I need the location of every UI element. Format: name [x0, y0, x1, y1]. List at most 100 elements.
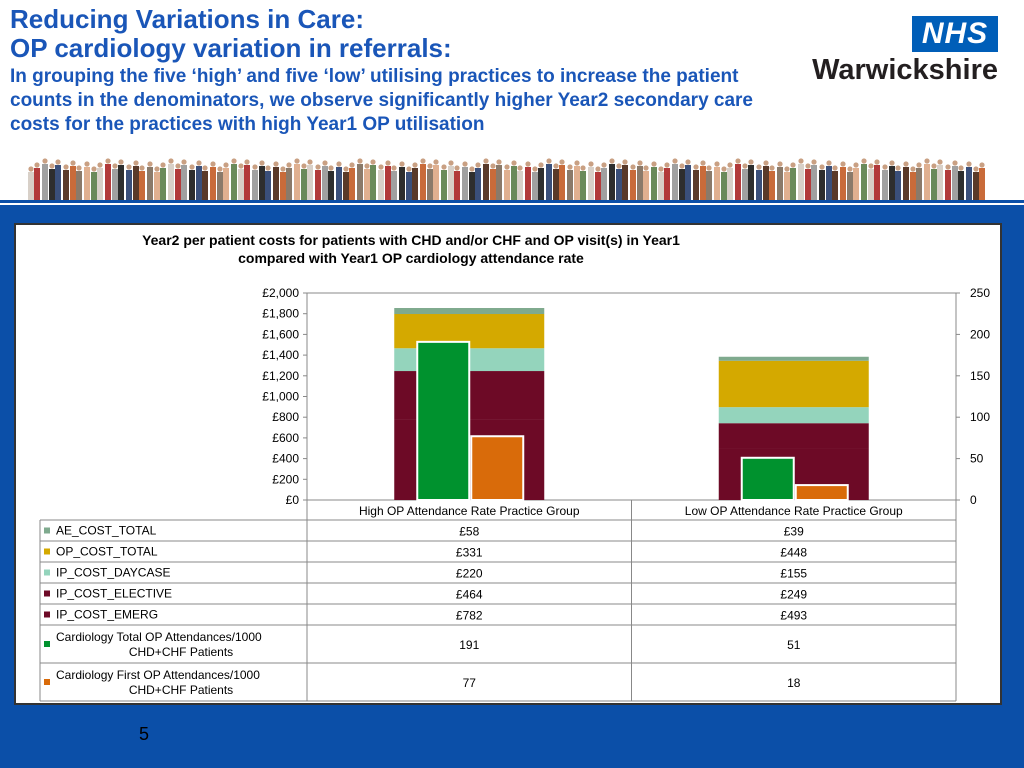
crowd-figure: [664, 162, 670, 200]
crowd-figure: [769, 165, 775, 200]
legend-key: [44, 527, 50, 534]
left-axis-tick-label: £1,800: [262, 307, 299, 321]
crowd-figure: [34, 162, 40, 200]
crowd-figure: [721, 166, 727, 200]
crowd-figure: [511, 160, 517, 200]
table-row-label: CHD+CHF Patients: [129, 645, 233, 659]
crowd-figure: [406, 166, 412, 200]
crowd-figure: [735, 158, 741, 200]
table-row-label: Cardiology First OP Attendances/1000: [56, 668, 260, 682]
crowd-figure: [889, 160, 895, 200]
right-axis-tick-label: 50: [970, 452, 984, 466]
crowd-figure: [805, 163, 811, 200]
left-axis-tick-label: £0: [286, 493, 300, 507]
crowd-figure: [196, 160, 202, 200]
table-row-label: AE_COST_TOTAL: [56, 524, 157, 538]
right-axis-tick-label: 250: [970, 286, 990, 300]
table-row-label: Cardiology Total OP Attendances/1000: [56, 630, 262, 644]
left-axis-tick-label: £2,000: [262, 286, 299, 300]
crowd-figure: [748, 159, 754, 200]
crowd-figure: [945, 164, 951, 200]
legend-key: [44, 548, 50, 555]
left-axis-tick-label: £1,400: [262, 348, 299, 362]
crowd-figure: [328, 165, 334, 200]
crowd-figure: [28, 166, 34, 200]
crowd-figure: [280, 166, 286, 200]
crowd-figure: [181, 159, 187, 200]
category-label: High OP Attendance Rate Practice Group: [359, 504, 580, 518]
table-row-label: IP_COST_ELECTIVE: [56, 587, 172, 601]
table-cell: 77: [463, 676, 477, 690]
crowd-figure: [685, 159, 691, 200]
crowd-figure: [154, 166, 160, 200]
slide-title: Reducing Variations in Care: OP cardiolo…: [10, 6, 800, 137]
stacked-bar-ae-cost-total: [718, 356, 869, 361]
left-axis-tick-label: £200: [272, 472, 299, 486]
crowd-figure: [601, 162, 607, 200]
crowd-figure: [811, 159, 817, 200]
slide-subtitle: In grouping the five ‘high’ and five ‘lo…: [10, 66, 754, 135]
table-row-label: IP_COST_EMERG: [56, 608, 158, 622]
crowd-figure: [448, 160, 454, 200]
crowd-figure: [189, 164, 195, 200]
crowd-figure: [126, 164, 132, 200]
crowd-figure: [84, 161, 90, 200]
title-line-2: OP cardiology variation in referrals:: [10, 33, 452, 63]
crowd-figure: [847, 166, 853, 200]
org-name: Warwickshire: [812, 54, 998, 86]
left-axis-tick-label: £1,000: [262, 390, 299, 404]
table-cell: £448: [780, 546, 807, 560]
crowd-figure: [475, 162, 481, 200]
crowd-figure: [378, 164, 384, 200]
crowd-figure: [861, 158, 867, 200]
crowd-figure: [427, 163, 433, 200]
crowd-figure: [273, 161, 279, 200]
crowd-figure: [874, 159, 880, 200]
crowd-figure: [63, 164, 69, 200]
crowd-figure: [798, 158, 804, 200]
crowd-figure: [595, 166, 601, 200]
crowd-figure: [910, 166, 916, 200]
crowd-banner-image: [28, 158, 985, 200]
crowd-figure: [349, 162, 355, 200]
chart-title-line-2: compared with Year1 OP cardiology attend…: [238, 250, 584, 266]
crowd-figure: [357, 158, 363, 200]
crowd-figure: [42, 158, 48, 200]
stacked-bar-ip-cost-elective: [718, 423, 869, 449]
crowd-figure: [244, 159, 250, 200]
crowd-figure: [139, 165, 145, 200]
crowd-figure: [609, 158, 615, 200]
crowd-figure: [559, 159, 565, 200]
crowd-figure: [567, 164, 573, 200]
crowd-figure: [412, 162, 418, 200]
crowd-figure: [714, 161, 720, 200]
crowd-figure: [952, 160, 958, 200]
crowd-figure: [826, 160, 832, 200]
crowd-figure: [322, 160, 328, 200]
crowd-figure: [727, 162, 733, 200]
first-op-attendance-bar: [470, 435, 525, 502]
table-cell: 18: [787, 676, 801, 690]
crowd-figure: [231, 158, 237, 200]
crowd-figure: [622, 159, 628, 200]
crowd-figure: [819, 164, 825, 200]
crowd-figure: [160, 162, 166, 200]
crowd-figure: [336, 161, 342, 200]
crowd-figure: [469, 166, 475, 200]
crowd-figure: [252, 164, 258, 200]
right-axis-tick-label: 100: [970, 410, 990, 424]
crowd-figure: [931, 163, 937, 200]
table-cell: £39: [784, 525, 804, 539]
combo-chart: £0 £200 £400 £600 £800 £1,000 £1,200 £1,400 £1,6…: [39, 286, 990, 702]
crowd-figure: [546, 158, 552, 200]
crowd-figure: [97, 162, 103, 200]
stacked-bar-ip-cost-daycase: [718, 407, 869, 424]
table-row-label: OP_COST_TOTAL: [56, 545, 158, 559]
crowd-figure: [979, 162, 985, 200]
crowd-figure: [643, 165, 649, 200]
crowd-figure: [658, 166, 664, 200]
crowd-figure: [973, 166, 979, 200]
left-axis-tick-label: £600: [272, 431, 299, 445]
crowd-figure: [76, 165, 82, 200]
crowd-figure: [532, 166, 538, 200]
